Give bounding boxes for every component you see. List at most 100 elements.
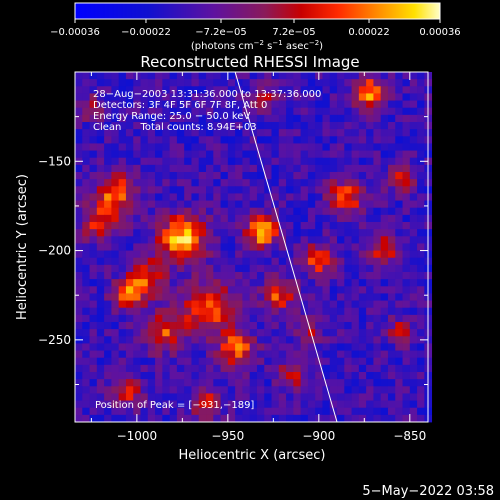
heatmap-cell [395, 400, 403, 409]
heatmap-cell [300, 222, 309, 230]
heatmap-cell [191, 400, 200, 409]
heatmap-cell [220, 229, 229, 237]
heatmap-cell [264, 357, 272, 366]
heatmap-cell [125, 214, 134, 223]
heatmap-cell [220, 250, 229, 259]
heatmap-cell [380, 322, 389, 330]
heatmap-cell [206, 172, 214, 180]
heatmap-cell [169, 86, 178, 94]
heatmap-cell [264, 236, 272, 244]
heatmap-cell [162, 243, 171, 251]
heatmap-cell [380, 372, 389, 380]
heatmap-cell [322, 400, 331, 409]
heatmap-cell [82, 243, 90, 251]
heatmap-cell [213, 143, 221, 151]
heatmap-cell [249, 372, 258, 380]
heatmap-cell [380, 386, 389, 394]
heatmap-cell [307, 136, 316, 144]
heatmap-cell [337, 172, 345, 180]
heatmap-cell [293, 257, 302, 266]
heatmap-cell [184, 250, 192, 259]
heatmap-cell [176, 222, 185, 230]
heatmap-cell [104, 329, 112, 337]
heatmap-cell [293, 179, 302, 187]
heatmap-cell [307, 200, 316, 209]
heatmap-cell [82, 236, 90, 244]
heatmap-cell [395, 257, 403, 266]
heatmap-cell [176, 286, 185, 294]
heatmap-cell [351, 307, 360, 316]
heatmap-cell [402, 279, 411, 287]
heatmap-cell [380, 172, 389, 180]
heatmap-cell [111, 129, 120, 137]
heatmap-cell [169, 229, 178, 237]
heatmap-cell [293, 272, 302, 280]
heatmap-cell [242, 236, 251, 244]
heatmap-cell [96, 107, 105, 116]
heatmap-cell [271, 229, 280, 237]
heatmap-cell [307, 143, 316, 151]
heatmap-cell [162, 407, 171, 416]
heatmap-cell [96, 86, 105, 94]
heatmap-cell [271, 193, 280, 201]
heatmap-cell [89, 229, 98, 237]
y-tick-label: −200 [38, 244, 71, 258]
heatmap-cell [344, 236, 352, 244]
heatmap-cell [329, 100, 338, 109]
heatmap-cell [256, 386, 265, 394]
heatmap-cell [358, 79, 367, 87]
heatmap-cell [198, 293, 207, 301]
heatmap-cell [337, 186, 345, 194]
heatmap-cell [409, 264, 418, 273]
heatmap-cell [315, 293, 323, 301]
heatmap-cell [213, 179, 221, 187]
heatmap-cell [387, 329, 396, 337]
heatmap-cell [169, 186, 178, 194]
heatmap-cell [140, 336, 149, 344]
heatmap-cell [256, 407, 265, 416]
heatmap-cell [198, 372, 207, 380]
heatmap-cell [337, 143, 345, 151]
heatmap-cell [322, 179, 331, 187]
heatmap-cell [198, 400, 207, 409]
heatmap-cell [337, 357, 345, 366]
heatmap-cell [278, 100, 287, 109]
heatmap-cell [249, 150, 258, 159]
heatmap-cell [249, 200, 258, 209]
heatmap-cell [278, 129, 287, 137]
heatmap-cell [111, 293, 120, 301]
heatmap-cell [198, 357, 207, 366]
heatmap-cell [140, 193, 149, 201]
heatmap-cell [322, 79, 331, 87]
heatmap-cell [344, 186, 352, 194]
heatmap-cell [147, 179, 156, 187]
heatmap-cell [184, 300, 192, 309]
heatmap-cell [133, 136, 141, 144]
heatmap-cell [278, 86, 287, 94]
heatmap-cell [417, 307, 425, 316]
heatmap-cell [337, 379, 345, 387]
heatmap-cell [322, 157, 331, 166]
heatmap-cell [351, 179, 360, 187]
heatmap-cell [271, 357, 280, 366]
heatmap-cell [286, 157, 294, 166]
heatmap-cell [75, 136, 83, 144]
heatmap-cell [140, 93, 149, 101]
heatmap-cell [286, 414, 294, 423]
heatmap-cell [402, 364, 411, 373]
heatmap-cell [293, 214, 302, 223]
heatmap-cell [373, 172, 382, 180]
heatmap-cell [220, 286, 229, 294]
heatmap-cell [133, 350, 141, 359]
heatmap-cell [256, 93, 265, 101]
heatmap-cell [337, 307, 345, 316]
heatmap-cell [264, 314, 272, 323]
heatmap-cell [395, 364, 403, 373]
heatmap-cell [140, 343, 149, 351]
heatmap-cell [104, 222, 112, 230]
heatmap-cell [249, 186, 258, 194]
heatmap-cell [155, 172, 163, 180]
heatmap-cell [184, 179, 192, 187]
heatmap-cell [387, 314, 396, 323]
heatmap-cell [373, 372, 382, 380]
